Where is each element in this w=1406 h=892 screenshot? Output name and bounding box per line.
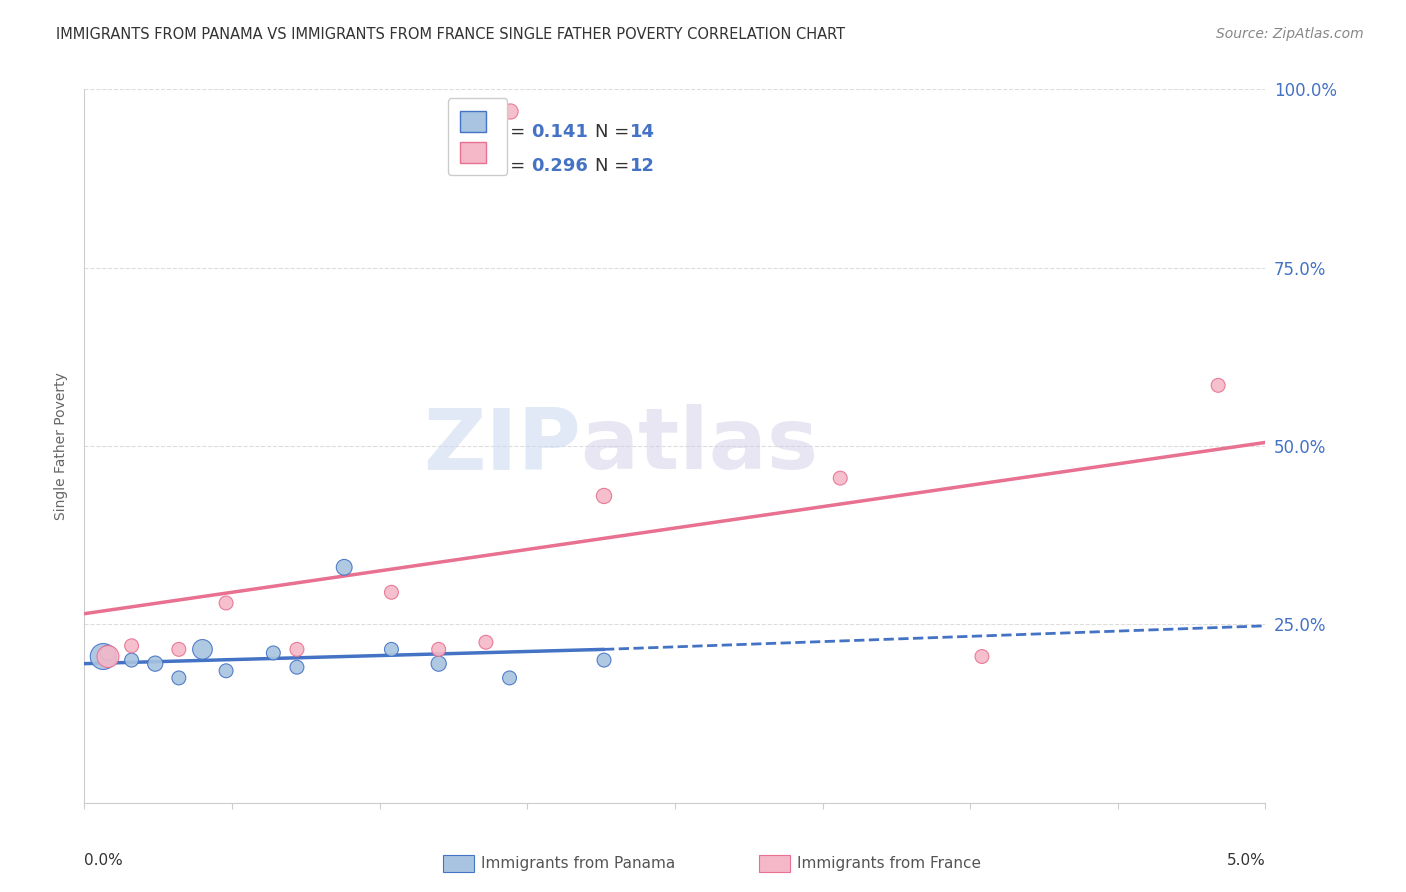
Point — [427, 642, 450, 657]
Point — [593, 489, 616, 503]
Text: 12: 12 — [630, 157, 655, 175]
Point — [475, 635, 498, 649]
Text: ZIP: ZIP — [423, 404, 581, 488]
Point — [97, 646, 120, 660]
Point — [830, 471, 852, 485]
Text: atlas: atlas — [581, 404, 818, 488]
Point — [143, 657, 166, 671]
Point — [427, 657, 450, 671]
Point — [380, 642, 402, 657]
Text: N =: N = — [595, 123, 634, 141]
Text: Immigrants from France: Immigrants from France — [797, 856, 981, 871]
Point — [215, 596, 238, 610]
Point — [498, 103, 520, 118]
Point — [285, 660, 308, 674]
Y-axis label: Single Father Poverty: Single Father Poverty — [55, 372, 69, 520]
Point — [262, 646, 284, 660]
Text: 0.296: 0.296 — [531, 157, 588, 175]
Point — [970, 649, 993, 664]
Text: IMMIGRANTS FROM PANAMA VS IMMIGRANTS FROM FRANCE SINGLE FATHER POVERTY CORRELATI: IMMIGRANTS FROM PANAMA VS IMMIGRANTS FRO… — [56, 27, 845, 42]
Point — [191, 642, 214, 657]
Point — [333, 560, 356, 574]
Point — [167, 671, 190, 685]
Text: R =: R = — [492, 157, 531, 175]
Text: Immigrants from Panama: Immigrants from Panama — [481, 856, 675, 871]
Point — [91, 649, 114, 664]
Point — [97, 649, 120, 664]
Legend: , : , — [447, 98, 508, 175]
Point — [498, 671, 520, 685]
Text: 5.0%: 5.0% — [1226, 853, 1265, 868]
Text: R =: R = — [492, 123, 531, 141]
Point — [121, 639, 143, 653]
Point — [1206, 378, 1229, 392]
Text: N =: N = — [595, 157, 634, 175]
Text: 0.0%: 0.0% — [84, 853, 124, 868]
Point — [593, 653, 616, 667]
Text: 14: 14 — [630, 123, 655, 141]
Point — [285, 642, 308, 657]
Point — [215, 664, 238, 678]
Text: Source: ZipAtlas.com: Source: ZipAtlas.com — [1216, 27, 1364, 41]
Text: 0.141: 0.141 — [531, 123, 588, 141]
Point — [121, 653, 143, 667]
Point — [380, 585, 402, 599]
Point — [167, 642, 190, 657]
